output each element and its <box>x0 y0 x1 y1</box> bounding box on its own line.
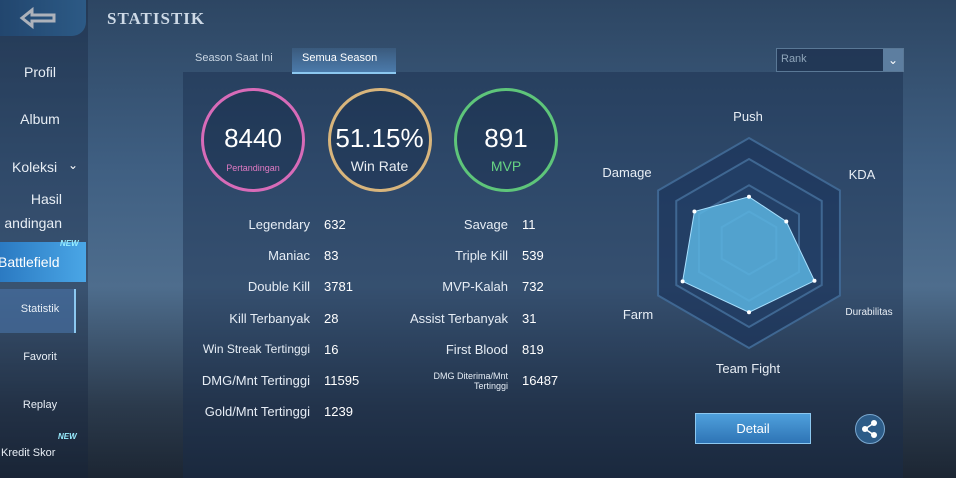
stat-label: Savage <box>463 217 508 232</box>
rank-dropdown[interactable]: Rank ⌄ <box>776 48 904 72</box>
summary-value: 891 <box>484 123 528 153</box>
sidebar-item: Profil <box>24 64 56 80</box>
page-title: STATISTIK <box>107 9 206 28</box>
sidebar-item: Kredit Skor <box>1 447 56 459</box>
radar-vertex <box>692 209 697 214</box>
stat-value: 819 <box>522 341 544 357</box>
stat-value: 632 <box>324 217 346 232</box>
summary-value: 8440 <box>224 123 282 153</box>
sidebar: Profil Album Koleksi ⌄ Hasil andingan Battlefi… <box>0 0 88 478</box>
active-tab-bg <box>292 48 396 74</box>
radar-axis-label: Farm <box>622 307 654 322</box>
back-icon <box>19 6 56 30</box>
sidebar-item: Hasil <box>30 191 62 207</box>
stat-value: 732 <box>522 279 544 295</box>
stat-value: 1239 <box>324 404 353 420</box>
season-tab[interactable]: Semua Season <box>302 52 378 64</box>
sidebar-item: Album <box>20 111 60 127</box>
sidebar-item: Koleksi <box>12 159 58 175</box>
sidebar-item-line2: andingan <box>4 215 62 231</box>
chevron: ⌄ <box>68 158 79 172</box>
stat-label: Legendary <box>248 217 310 232</box>
stat-value: 16 <box>324 341 339 357</box>
stat-label: Gold/Mnt Tertinggi <box>204 404 310 420</box>
share-icon <box>862 420 877 438</box>
stat-value: 28 <box>324 310 339 326</box>
radar-axis-label: Team Fight <box>715 361 781 376</box>
season-tab[interactable]: Season Saat Ini <box>195 52 273 64</box>
stat-label: Maniac <box>268 248 310 264</box>
sidebar-item: Statistik <box>20 303 60 315</box>
stat-label: Assist Terbanyak <box>409 310 508 326</box>
radar-vertex <box>680 279 685 284</box>
radar-vertex <box>747 310 751 315</box>
stat-label: Double Kill <box>247 279 310 295</box>
active-tab-bg <box>0 242 86 282</box>
summary-label: Win Rate <box>350 158 409 174</box>
dropdown-label: Rank <box>781 53 807 65</box>
stat-value: 11 <box>522 217 536 232</box>
radar-axis-label: Damage <box>602 165 652 180</box>
stat-label: Kill Terbanyak <box>229 310 310 326</box>
sidebar-item: Favorit <box>23 351 57 363</box>
summary-ring <box>454 88 558 192</box>
back-button[interactable] <box>0 0 86 36</box>
radar-chart <box>657 136 841 350</box>
summary-ring <box>327 88 432 192</box>
radar-vertex <box>784 219 789 224</box>
stat-value: 3781 <box>324 279 353 295</box>
stat-value: 31 <box>522 310 537 326</box>
summary-value: 51.15% <box>335 123 424 153</box>
stat-value: 11595 <box>324 373 360 388</box>
summary-label: Pertandingan <box>226 163 280 173</box>
stat-value: 83 <box>324 248 339 264</box>
stat-value: 16487 <box>522 373 559 388</box>
detail-button[interactable]: Detail <box>695 413 811 444</box>
radar-axis-label: Durabilitas <box>845 307 893 318</box>
stat-value: 539 <box>522 248 544 264</box>
summary-label: MVP <box>490 158 522 174</box>
stat-label: MVP-Kalah <box>442 279 508 295</box>
stat-label: Win Streak Tertinggi <box>202 341 310 356</box>
sidebar-item: Battlefield <box>0 254 60 270</box>
new-badge: NEW <box>60 239 79 248</box>
radar-axis-label: Push <box>733 109 763 124</box>
share-button[interactable] <box>855 414 885 444</box>
dropdown-arrow: ⌄ <box>883 49 903 71</box>
stat-label: First Blood <box>445 341 508 357</box>
new-badge: NEW <box>58 432 77 441</box>
stat-label: DMG/Mnt Tertinggi <box>201 373 310 388</box>
stat-label: DMG Diterima/Mnt Tertinggi <box>433 371 508 391</box>
active-subtab-bg <box>0 289 76 333</box>
stat-label: Triple Kill <box>455 248 508 264</box>
radar-vertex <box>747 194 751 199</box>
sidebar-item: Replay <box>22 399 58 411</box>
radar-vertex <box>812 278 817 283</box>
radar-axis-label: KDA <box>848 167 876 182</box>
summary-ring <box>201 88 305 192</box>
